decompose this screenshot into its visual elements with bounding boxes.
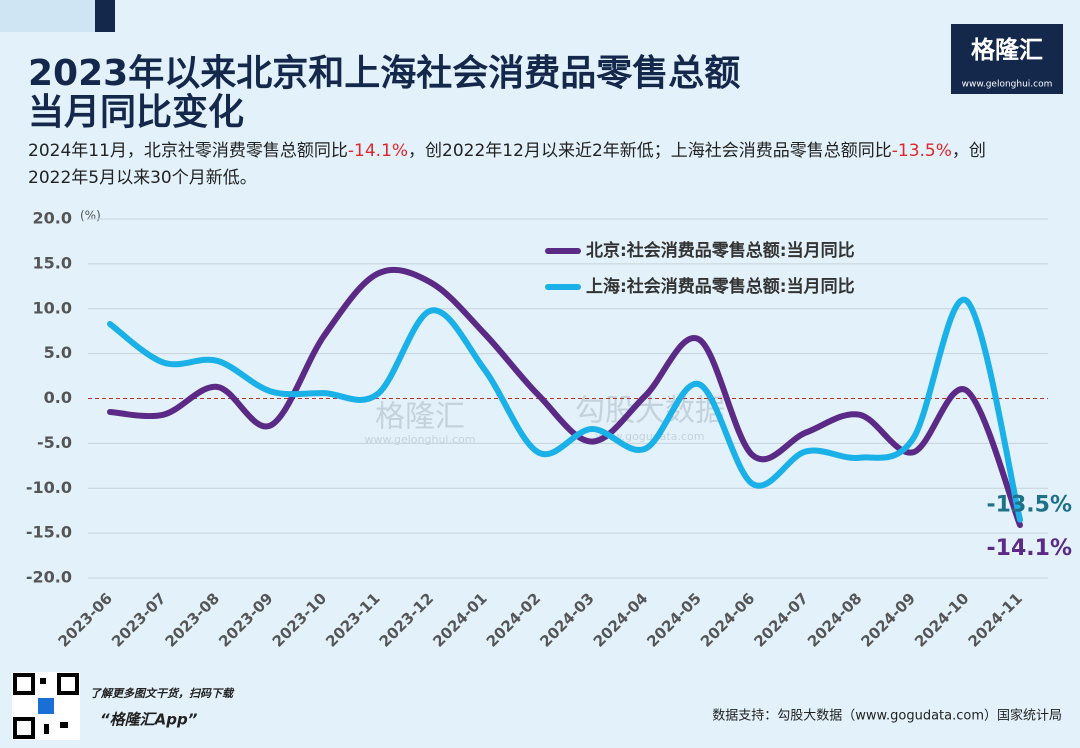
title: 当月同比变化	[28, 91, 244, 133]
x-tick-label: 2024-07	[750, 589, 811, 650]
watermark: 格隆汇	[375, 400, 465, 435]
y-tick-label: -10.0	[26, 478, 72, 497]
subtitle-part: -14.1%	[347, 141, 409, 161]
y-tick-label: 10.0	[33, 298, 72, 317]
x-tick-label: 2024-10	[911, 589, 972, 650]
x-tick-label: 2024-09	[858, 589, 919, 650]
x-tick-label: 2024-04	[590, 589, 651, 650]
title: 2023年以来北京和上海社会消费品零售总额	[28, 52, 740, 94]
x-tick-label: 2023-06	[55, 589, 116, 650]
series-line	[107, 296, 1023, 523]
subtitle-part: ，创2022年12月以来近2年新低；上海社会消费品零售总额同比	[408, 141, 892, 161]
footer-note: 了解更多图文干货，扫码下载	[90, 687, 235, 700]
x-tick-label: 2024-03	[536, 589, 597, 650]
logo-url: www.gelonghui.com	[962, 80, 1053, 90]
x-tick-label: 2024-02	[483, 589, 544, 650]
source: 数据支持：勾股大数据（www.gogudata.com）国家统计局	[712, 708, 1062, 724]
y-unit: (%)	[80, 209, 101, 223]
x-tick-label: 2023-08	[162, 589, 223, 650]
watermark: www.gogudata.com	[596, 430, 705, 443]
x-tick-label: 2024-01	[429, 589, 490, 650]
y-tick-label: 15.0	[33, 253, 72, 272]
y-tick-label: 5.0	[44, 343, 72, 362]
decor	[95, 0, 115, 32]
legend-label: 北京:社会消费品零售总额:当月同比	[586, 240, 855, 261]
y-tick-label: -15.0	[26, 523, 72, 542]
subtitle: 2024年11月，北京社零消费零售总额同比-14.1%，创2022年12月以来近…	[28, 138, 988, 192]
y-tick-label: 0.0	[44, 388, 72, 407]
subtitle-part: ，创2022年5月以来30个月新低。	[28, 141, 986, 188]
footer-app: “格隆汇App”	[100, 711, 198, 729]
decor	[0, 0, 95, 32]
subtitle-part: 2024年11月，北京社零消费零售总额同比	[28, 141, 348, 161]
x-tick-label: 2024-11	[965, 589, 1026, 650]
logo-box	[951, 24, 1063, 94]
watermark: www.gelonghui.com	[365, 433, 476, 446]
x-tick-label: 2023-10	[269, 589, 330, 650]
series-line	[107, 267, 1023, 529]
logo: 格隆汇	[971, 36, 1043, 64]
x-tick-label: 2023-07	[108, 589, 169, 650]
qr-code	[12, 672, 80, 740]
subtitle-part: -13.5%	[891, 141, 952, 161]
x-tick-label: 2023-09	[215, 589, 276, 650]
x-tick-label: 2023-11	[322, 589, 383, 650]
y-tick-label: -20.0	[26, 568, 72, 587]
end-label: -13.5%	[987, 493, 1072, 518]
x-tick-label: 2024-08	[804, 589, 865, 650]
y-tick-label: 20.0	[33, 209, 72, 228]
legend-label: 上海:社会消费品零售总额:当月同比	[586, 276, 855, 297]
x-tick-label: 2023-12	[376, 589, 437, 650]
x-tick-label: 2024-05	[643, 589, 704, 650]
x-tick-label: 2024-06	[697, 589, 758, 650]
watermark: 勾股大数据	[575, 394, 725, 429]
y-tick-label: -5.0	[37, 433, 72, 452]
end-label: -14.1%	[987, 536, 1072, 561]
